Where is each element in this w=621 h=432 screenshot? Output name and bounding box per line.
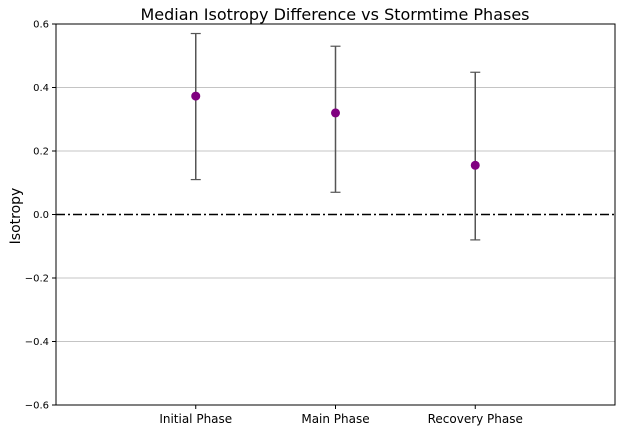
data-points [191, 91, 480, 170]
x-tick-label: Recovery Phase [428, 412, 523, 426]
y-tick-label: 0.2 [33, 147, 49, 158]
y-tick-label: −0.2 [25, 274, 49, 285]
data-point [331, 108, 340, 118]
y-axis-ticks: −0.6 −0.4 −0.2 0.0 0.2 0.4 0.6 [25, 20, 56, 412]
y-tick-label: 0.0 [33, 210, 49, 221]
y-tick-label: 0.6 [33, 20, 49, 31]
data-point [191, 91, 201, 101]
plot-frame [55, 23, 616, 406]
y-tick-label: −0.6 [25, 401, 49, 412]
x-tick-label: Main Phase [301, 412, 369, 426]
x-tick-label: Initial Phase [159, 412, 232, 426]
error-bars [190, 32, 481, 241]
data-point [470, 160, 480, 170]
y-tick-label: −0.4 [25, 337, 49, 348]
x-axis-ticks: Initial Phase Main Phase Recovery Phase [159, 405, 523, 426]
y-tick-label: 0.4 [33, 83, 49, 94]
y-axis-label: Isotropy [8, 188, 24, 245]
chart-title: Median Isotropy Difference vs Stormtime … [140, 5, 529, 24]
